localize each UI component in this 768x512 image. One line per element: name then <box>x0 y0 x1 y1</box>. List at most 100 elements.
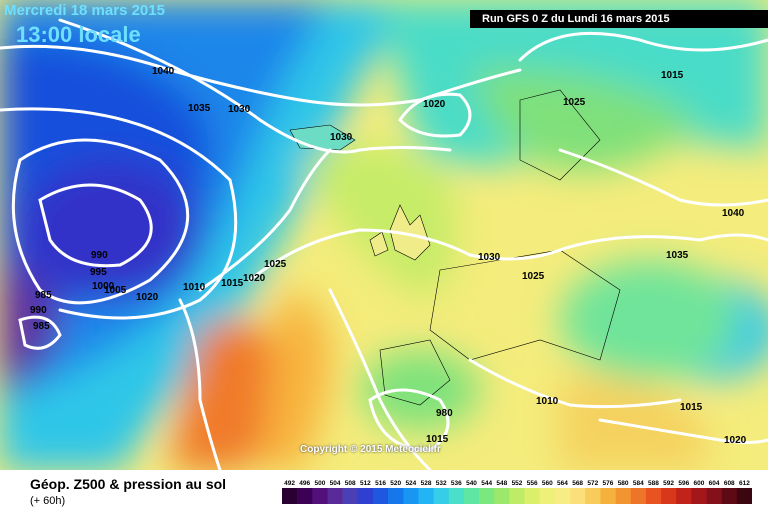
pressure-label: 1030 <box>228 104 251 115</box>
scale-swatch <box>312 488 328 504</box>
scale-tick-label: 568 <box>572 480 583 487</box>
pressure-label: 1015 <box>221 278 244 289</box>
legend-title: Géop. Z500 & pression au sol <box>30 476 227 492</box>
scale-tick-label: 528 <box>421 480 432 487</box>
pressure-label: 990 <box>91 250 108 261</box>
scale-swatch <box>494 488 510 504</box>
scale-tick-label: 596 <box>678 480 689 487</box>
pressure-label: 1025 <box>522 271 545 282</box>
pressure-label: 1005 <box>104 285 127 296</box>
scale-swatch <box>479 488 495 504</box>
scale-swatch <box>463 488 480 504</box>
pressure-label: 1015 <box>680 402 703 413</box>
pressure-label: 1040 <box>722 208 745 219</box>
scale-swatch <box>403 488 419 504</box>
pressure-label: 1040 <box>152 66 175 77</box>
pressure-label: 1030 <box>330 132 353 143</box>
geopotential-map: 1040 1035 1030 1030 1020 1025 1015 1040 1035 1030… <box>0 0 768 470</box>
scale-swatch <box>645 488 662 504</box>
scale-tick-label: 512 <box>360 480 371 487</box>
pressure-label: 985 <box>33 321 50 332</box>
scale-tick-label: 508 <box>345 480 356 487</box>
scale-swatch <box>615 488 632 504</box>
scale-tick-label: 500 <box>314 480 325 487</box>
scale-swatch <box>570 488 586 504</box>
scale-swatch <box>600 488 616 504</box>
scale-tick-label: 544 <box>481 480 492 487</box>
pressure-label: 990 <box>30 305 47 316</box>
pressure-label: 1020 <box>724 435 747 446</box>
scale-swatch <box>357 488 374 504</box>
scale-tick-label: 564 <box>557 480 568 487</box>
scale-tick-label: 492 <box>284 480 295 487</box>
scale-tick-label: 600 <box>694 480 705 487</box>
run-info: Run GFS 0 Z du Lundi 16 mars 2015 <box>470 10 768 28</box>
pressure-label: 995 <box>90 267 107 278</box>
scale-swatch <box>282 488 298 504</box>
scale-swatch <box>418 488 434 504</box>
pressure-label: 1035 <box>666 250 689 261</box>
pressure-label: 1015 <box>661 70 684 81</box>
scale-swatch <box>630 488 647 504</box>
scale-swatch <box>691 488 707 504</box>
scale-swatch <box>388 488 404 504</box>
pressure-label: 1015 <box>426 434 449 445</box>
scale-tick-label: 592 <box>663 480 674 487</box>
pressure-label: 980 <box>436 408 453 419</box>
legend-footer: Géop. Z500 & pression au sol (+ 60h) 492… <box>0 470 768 512</box>
scale-tick-label: 612 <box>739 480 750 487</box>
scale-swatch <box>433 488 450 504</box>
scale-swatch <box>524 488 541 504</box>
forecast-date: Mercredi 18 mars 2015 <box>4 2 165 19</box>
scale-swatch <box>721 488 738 504</box>
scale-swatch <box>661 488 677 504</box>
scale-swatch <box>342 488 359 504</box>
pressure-label: 1020 <box>243 273 266 284</box>
scale-swatch <box>297 488 313 504</box>
pressure-label: 985 <box>35 290 52 301</box>
scale-swatch <box>554 488 571 504</box>
scale-swatch <box>539 488 556 504</box>
pressure-label: 1000 <box>92 281 115 292</box>
scale-tick-label: 580 <box>618 480 629 487</box>
scale-tick-label: 520 <box>390 480 401 487</box>
pressure-label: 1035 <box>188 103 211 114</box>
pressure-label: 1020 <box>136 292 159 303</box>
pressure-label: 1010 <box>536 396 559 407</box>
scale-swatch <box>736 488 752 504</box>
scale-swatch <box>327 488 343 504</box>
scale-tick-label: 556 <box>527 480 538 487</box>
scale-tick-label: 504 <box>330 480 341 487</box>
pressure-label: 1010 <box>183 282 206 293</box>
copyright: Copyright © 2015 Meteociel.fr <box>300 444 441 455</box>
pressure-labels: 1040 1035 1030 1030 1020 1025 1015 1040 1035 1030… <box>30 66 747 446</box>
scale-tick-label: 572 <box>587 480 598 487</box>
scale-tick-label: 496 <box>299 480 310 487</box>
pressure-label: 1025 <box>563 97 586 108</box>
scale-tick-label: 536 <box>451 480 462 487</box>
color-scale: 492 496 500 504 508 512 516 520 524 528 532 536 540 5… <box>282 480 752 504</box>
scale-tick-label: 560 <box>542 480 553 487</box>
scale-tick-label: 588 <box>648 480 659 487</box>
scale-swatch <box>706 488 722 504</box>
pressure-label: 1020 <box>423 99 446 110</box>
scale-tick-label: 604 <box>709 480 720 487</box>
scale-swatch <box>509 488 525 504</box>
scale-tick-label: 540 <box>466 480 477 487</box>
scale-tick-label: 524 <box>405 480 416 487</box>
scale-tick-label: 608 <box>724 480 735 487</box>
scale-tick-label: 548 <box>496 480 507 487</box>
legend-subtitle: (+ 60h) <box>30 495 66 507</box>
scale-swatch <box>585 488 601 504</box>
pressure-label: 1030 <box>478 252 501 263</box>
scale-swatch <box>372 488 389 504</box>
scale-tick-label: 532 <box>436 480 447 487</box>
scale-tick-label: 576 <box>603 480 614 487</box>
scale-tick-label: 552 <box>512 480 523 487</box>
pressure-label: 1025 <box>264 259 287 270</box>
scale-tick-label: 584 <box>633 480 644 487</box>
scale-tick-label: 516 <box>375 480 386 487</box>
scale-swatch <box>448 488 465 504</box>
forecast-time: 13:00 locale <box>16 22 141 47</box>
